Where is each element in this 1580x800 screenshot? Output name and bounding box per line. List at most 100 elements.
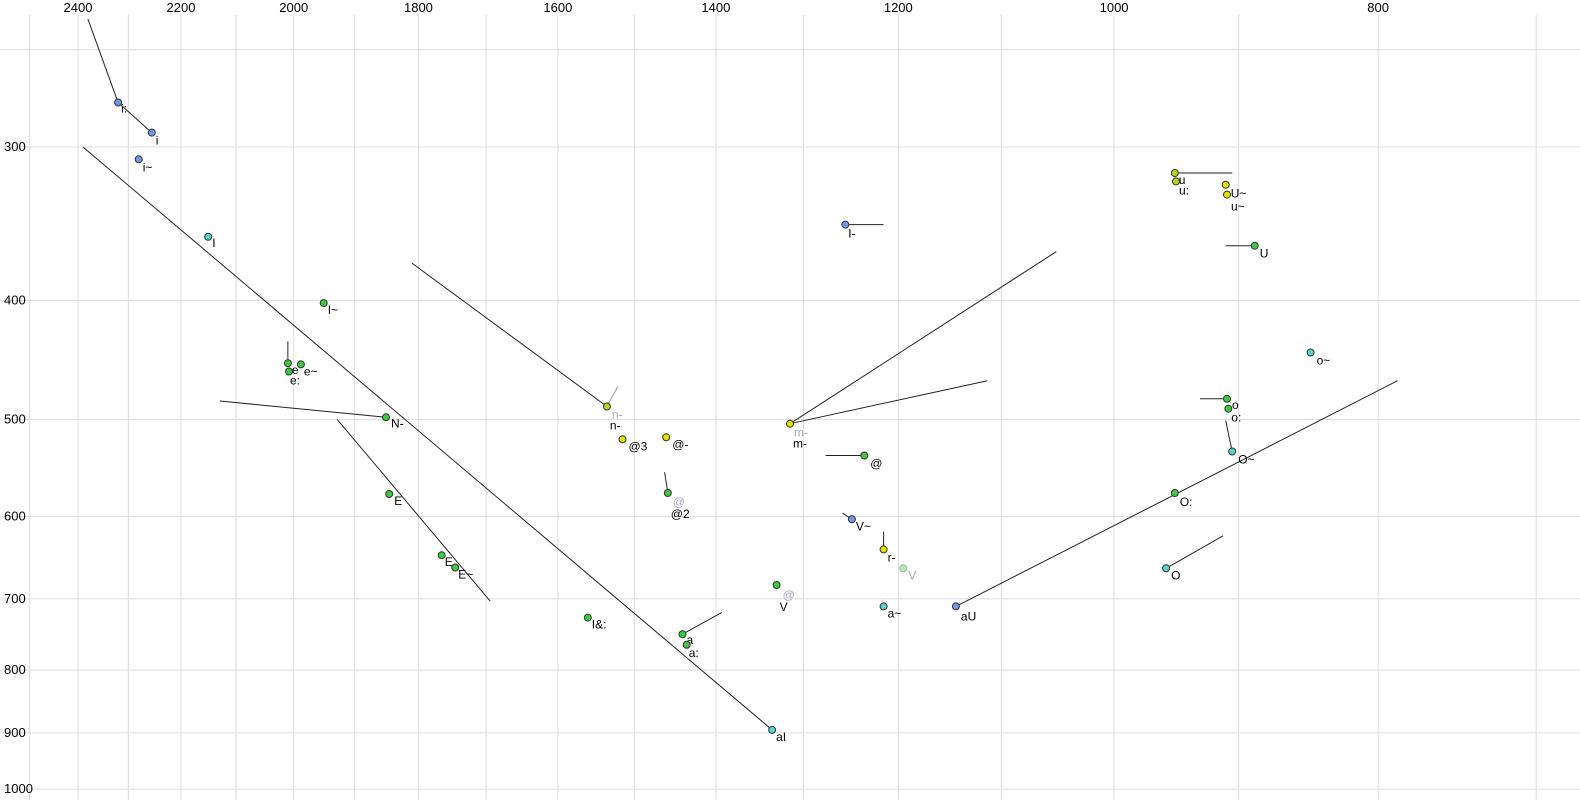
- vowel-label: e:: [290, 374, 300, 388]
- x-axis-tick-label: 1400: [701, 0, 730, 15]
- vowel-label: U~: [1231, 187, 1247, 201]
- x-axis-tick-label: 1800: [404, 0, 433, 15]
- vowel-label: E: [394, 494, 402, 508]
- vowel-label: aI: [776, 730, 786, 744]
- vowel-label: e: [292, 363, 299, 377]
- trajectory-line: [789, 251, 1057, 425]
- vowel-point: [841, 220, 850, 229]
- trajectory-line: [336, 419, 491, 602]
- vowel-ghost-label: @: [783, 588, 795, 602]
- vowel-point: [1228, 447, 1237, 456]
- vowel-point: [1172, 177, 1180, 186]
- trajectory-line: [219, 400, 387, 418]
- vowel-label: E: [445, 555, 453, 569]
- vowel-ghost-label: V: [908, 568, 916, 582]
- vowel-point: [847, 515, 856, 524]
- vowel-label: V~: [856, 519, 871, 533]
- x-axis-tick-label: 1600: [543, 0, 572, 15]
- vowel-label: O:: [1180, 495, 1193, 509]
- vowel-point: [583, 613, 592, 622]
- vowel-point: [602, 402, 611, 411]
- trajectory-line: [87, 18, 119, 103]
- vowel-label: u~: [1231, 200, 1245, 214]
- vowel-point: [1223, 190, 1231, 199]
- x-axis-tick-label: 800: [1367, 0, 1389, 15]
- y-axis-tick-label: 600: [4, 509, 26, 524]
- vowel-point: [204, 232, 213, 241]
- vowel-label: I~: [328, 303, 338, 317]
- vowel-label: a:: [689, 646, 699, 660]
- trajectory-line: [1165, 535, 1224, 569]
- vowel-label: i: [156, 134, 159, 148]
- vowel-label: I: [212, 236, 215, 250]
- vowel-point: [662, 433, 671, 442]
- vowel-ghost-label: m-: [794, 426, 808, 440]
- vowel-label: @3: [629, 439, 648, 453]
- y-axis-tick-label: 500: [4, 411, 26, 426]
- vowel-label: u: [1179, 173, 1186, 187]
- vowel-point: [786, 419, 794, 428]
- vowel-label: m-: [793, 437, 807, 451]
- trajectory-line: [682, 611, 723, 635]
- y-axis-tick-label: 900: [4, 725, 26, 740]
- vowel-point: [899, 564, 908, 573]
- vowel-ghost-label: @: [673, 495, 685, 509]
- trajectory-line: [82, 146, 773, 731]
- vowel-label: o:: [1231, 411, 1241, 425]
- vowel-point: [1170, 169, 1179, 177]
- vowel-point: [134, 155, 143, 164]
- vowel-label: I&:: [592, 618, 607, 632]
- x-axis-tick-label: 1200: [884, 0, 913, 15]
- vowel-point: [1223, 394, 1231, 403]
- trajectory-line: [789, 380, 988, 425]
- vowel-label: @2: [671, 507, 690, 521]
- vowel-point: [1162, 564, 1171, 573]
- vowel-point: [382, 413, 390, 422]
- vowel-label: a~: [888, 606, 902, 620]
- x-axis-tick-label: 1000: [1100, 0, 1129, 15]
- trajectory-line: [411, 262, 608, 407]
- x-axis-tick-label: 2400: [64, 0, 93, 15]
- vowel-point: [285, 367, 293, 376]
- vowel-point: [772, 581, 781, 589]
- x-axis-tick-label: 2000: [279, 0, 308, 15]
- vowel-label: U: [1260, 247, 1269, 261]
- vowel-label: u:: [1179, 183, 1189, 197]
- trajectory-line: [1225, 420, 1233, 452]
- vowel-label: o: [1232, 398, 1239, 412]
- vowel-point: [951, 602, 960, 611]
- vowel-point: [879, 602, 888, 611]
- vowel-point: [879, 545, 888, 554]
- vowel-point: [860, 451, 869, 460]
- vowel-point: [663, 489, 672, 497]
- vowel-point: [283, 359, 292, 368]
- vowel-point: [1170, 489, 1179, 497]
- y-axis-tick-label: 400: [4, 292, 26, 307]
- vowel-point: [296, 360, 305, 369]
- vowel-label: I-: [848, 227, 855, 241]
- vowel-point: [682, 640, 691, 649]
- vowel-point: [618, 435, 627, 444]
- trajectory-line: [117, 102, 153, 133]
- vowel-point: [385, 490, 394, 498]
- vowel-label: @-: [672, 437, 688, 451]
- vowel-label: @: [870, 457, 882, 471]
- vowel-label: a: [687, 633, 694, 647]
- vowel-point: [147, 128, 156, 137]
- vowel-point: [1224, 404, 1233, 413]
- vowel-label: V: [780, 600, 788, 614]
- vowel-point: [319, 299, 328, 308]
- vowel-label: r-: [888, 550, 896, 564]
- vowel-label: O~: [1238, 453, 1254, 467]
- y-axis-tick-label: 1000: [4, 781, 33, 796]
- y-axis-tick-label: 800: [4, 662, 26, 677]
- vowel-label: E~: [458, 568, 473, 582]
- vowel-label: o~: [1317, 354, 1331, 368]
- vowel-point: [1250, 241, 1259, 250]
- vowel-point: [768, 725, 777, 734]
- vowel-point: [1306, 348, 1315, 357]
- y-axis-tick-label: 300: [4, 139, 26, 154]
- vowel-point: [678, 630, 687, 639]
- vowel-label: aU: [961, 609, 976, 623]
